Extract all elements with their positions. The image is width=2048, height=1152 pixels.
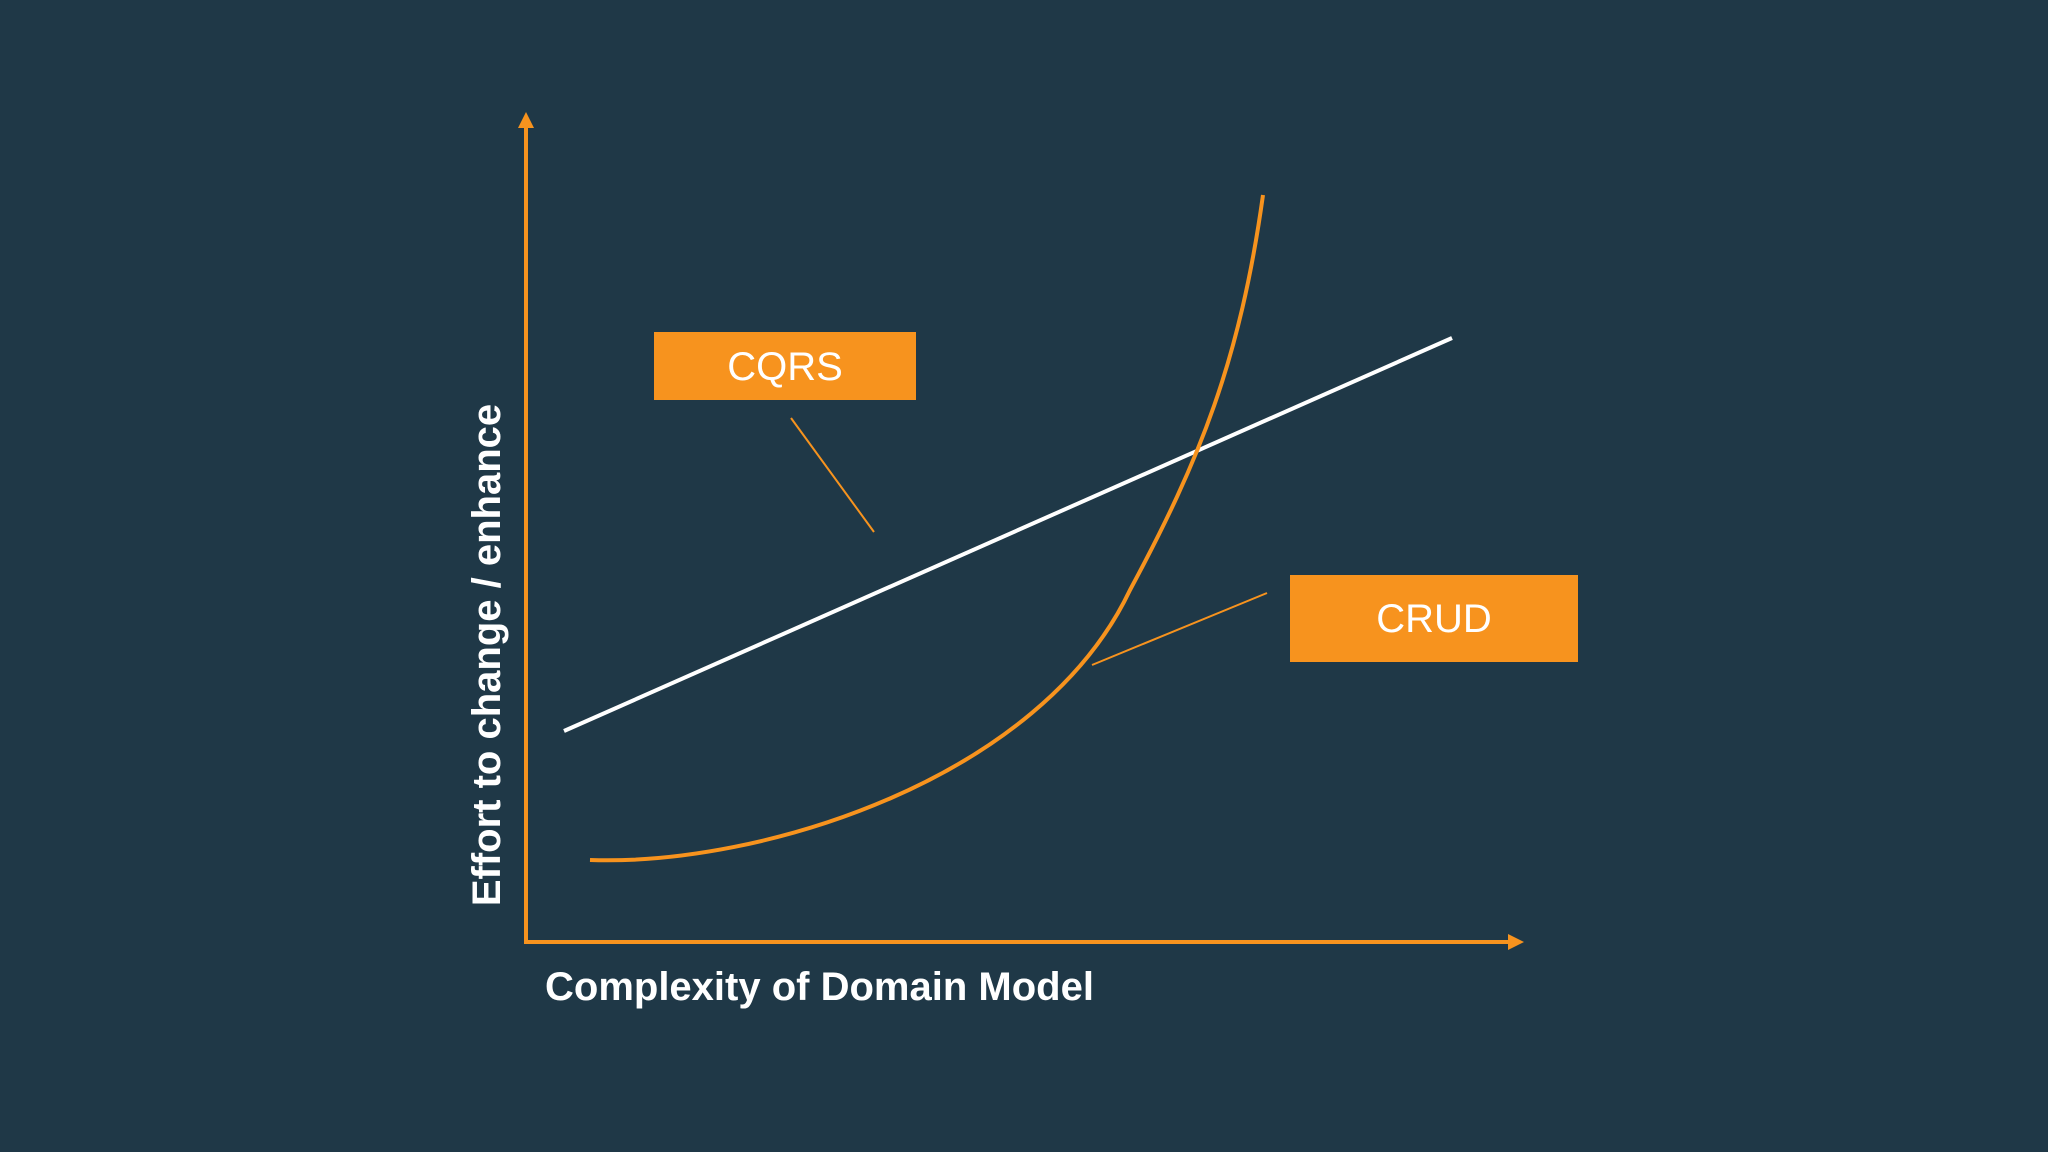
cqrs-leader-line [790,417,875,533]
cqrs-label-box [654,332,916,400]
cqrs-label: CQRS [727,345,843,389]
crud-label: CRUD [1376,597,1492,641]
x-axis-label: Complexity of Domain Model [545,965,1094,1009]
crud-callout: CRUD [1091,575,1578,666]
cqrs-series-line [563,336,1453,733]
y-axis [518,112,534,942]
y-axis-label: Effort to change / enhance [465,404,509,906]
cqrs-callout: CQRS [654,332,916,533]
crud-series-curve [589,194,1265,863]
crud-label-box [1290,575,1578,662]
y-axis-arrow-icon [518,112,534,128]
crud-leader-line [1091,592,1268,666]
x-axis-arrow-icon [1508,934,1524,950]
x-axis [524,934,1524,950]
